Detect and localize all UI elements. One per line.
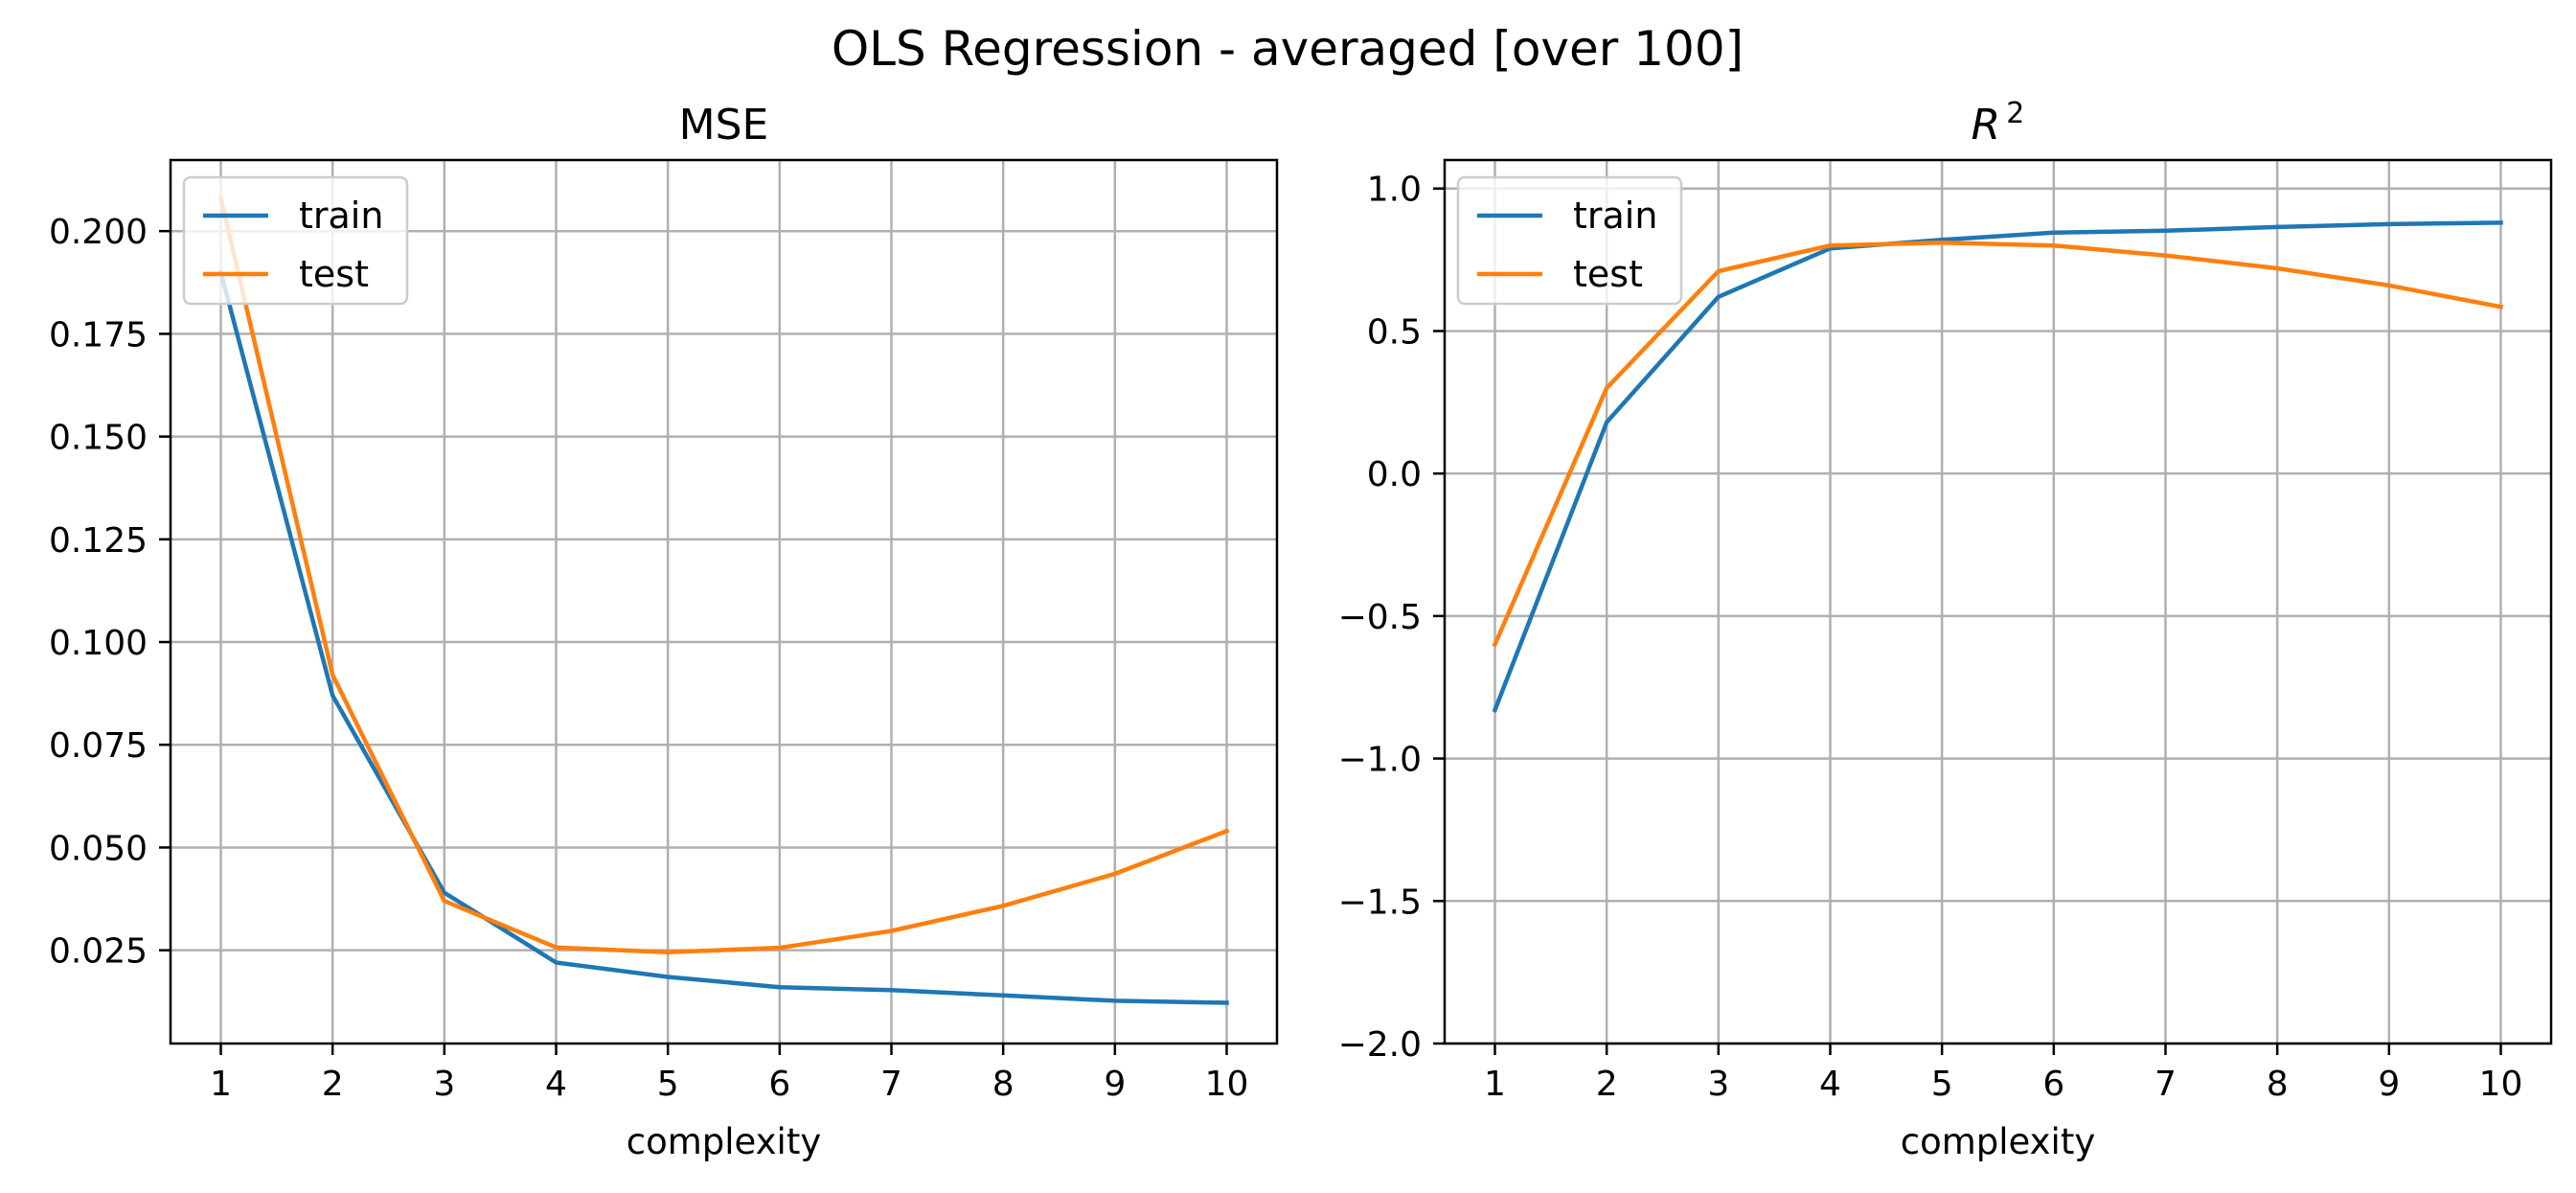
mse-y-tick-label: 0.050	[49, 829, 148, 868]
mse-y-tick-label: 0.025	[49, 932, 148, 972]
mse-y-tick-label: 0.150	[49, 419, 148, 458]
r2-axes-frame	[1443, 158, 2553, 1045]
r2-x-tick-label: 2	[1596, 1065, 1618, 1104]
r2-test-line	[1492, 241, 2504, 648]
figure-suptitle: OLS Regression - averaged [over 100]	[832, 21, 1744, 77]
mse-panel-title: MSE	[679, 101, 769, 149]
r2-y-tick-label: −0.5	[1338, 598, 1422, 637]
r2-x-tick-label: 9	[2378, 1065, 2400, 1104]
r2-y-tick-label: −1.5	[1338, 883, 1422, 922]
r2-y-tick-label: −2.0	[1338, 1025, 1422, 1065]
mse-x-tick-label: 3	[433, 1065, 455, 1104]
mse-x-axis-label: complexity	[627, 1121, 821, 1162]
r2-x-tick-label: 8	[2267, 1065, 2289, 1104]
mse-y-tick-label: 0.175	[49, 315, 148, 355]
r2-legend-train-label: train	[1573, 195, 1657, 237]
mse-x-tick-label: 4	[545, 1065, 567, 1104]
r2-x-tick-label: 4	[1819, 1065, 1841, 1104]
mse-test-line	[217, 195, 1230, 955]
mse-x-tick-label: 1	[210, 1065, 232, 1104]
r2-x-tick-label: 1	[1484, 1065, 1506, 1104]
mse-axes-frame	[169, 158, 1279, 1045]
mse-y-tick-label: 0.200	[49, 213, 148, 252]
r2-x-tick-label: 3	[1707, 1065, 1729, 1104]
mse-legend-train-label: train	[299, 195, 383, 237]
r2-train-line	[1492, 220, 2503, 713]
mse-x-tick-label: 8	[992, 1065, 1014, 1104]
r2-x-tick-label: 5	[1931, 1065, 1953, 1104]
mse-train-line	[217, 269, 1229, 1005]
mse-x-tick-label: 2	[322, 1065, 344, 1104]
mse-y-tick-label: 0.100	[49, 624, 148, 663]
mse-x-tick-label: 7	[880, 1065, 902, 1104]
r2-legend-test-label: test	[1573, 253, 1643, 295]
mse-legend-test-label: test	[299, 253, 369, 295]
r2-x-tick-label: 10	[2479, 1065, 2523, 1104]
r2-x-tick-label: 6	[2042, 1065, 2064, 1104]
r2-panel: 1 2 3 4 5 6 7 8 9 10 −2.0 −1.5 −1.0 −0.5 0.0 0.5 1.0 R 2 co…	[1338, 97, 2553, 1162]
mse-y-tick-label: 0.075	[49, 726, 148, 766]
mse-x-tick-label: 9	[1104, 1065, 1126, 1104]
mse-x-tick-label: 10	[1205, 1065, 1249, 1104]
mse-panel: 1 2 3 4 5 6 7 8 9 10 0.025 0.050 0.075 0.100 0.125 0.15…	[49, 101, 1279, 1162]
r2-y-tick-label: 0.5	[1367, 312, 1422, 352]
mse-x-tick-label: 5	[657, 1065, 679, 1104]
r2-y-tick-label: 0.0	[1367, 455, 1422, 494]
mse-x-tick-label: 6	[768, 1065, 790, 1104]
r2-y-tick-label: −1.0	[1338, 741, 1422, 780]
r2-x-tick-label: 7	[2154, 1065, 2177, 1104]
r2-y-tick-label: 1.0	[1367, 171, 1422, 210]
r2-x-axis-label: complexity	[1901, 1121, 2095, 1162]
mse-y-tick-label: 0.125	[49, 521, 148, 561]
